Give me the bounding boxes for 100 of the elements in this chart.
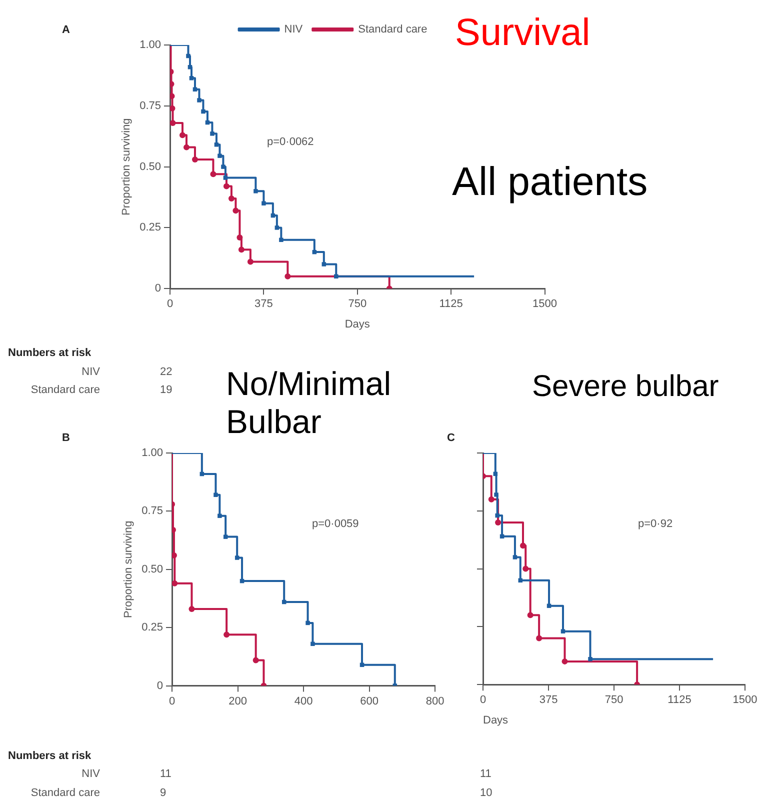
point xyxy=(210,132,214,136)
text: Standard care xyxy=(30,787,100,799)
point xyxy=(284,273,291,280)
text: NIV xyxy=(82,366,100,378)
point xyxy=(546,604,552,608)
x-tick-label: 1125 xyxy=(668,694,692,706)
annotation: p=0·0059 xyxy=(312,518,359,530)
point xyxy=(188,65,192,70)
text: Numbers at risk xyxy=(8,750,92,762)
point xyxy=(522,566,529,572)
text: Numbers at risk xyxy=(8,347,92,359)
point xyxy=(306,620,310,626)
point xyxy=(234,556,240,560)
point xyxy=(493,472,498,476)
point xyxy=(520,542,526,549)
x-tick-label: 200 xyxy=(228,695,247,708)
point xyxy=(223,534,228,539)
point xyxy=(172,580,178,586)
point xyxy=(170,105,176,112)
y-tick-label: 0 xyxy=(154,282,161,295)
y-tick-label: 0.50 xyxy=(140,160,161,173)
text: 11 xyxy=(160,768,172,780)
point xyxy=(495,513,500,518)
point xyxy=(588,657,592,662)
annotation: p=0·92 xyxy=(638,518,673,530)
y-axis-title: Proportion surviving xyxy=(122,520,135,618)
point xyxy=(214,142,219,147)
point xyxy=(334,274,338,279)
text: All patients xyxy=(452,160,649,205)
chart-title: Severe bulbar xyxy=(532,370,720,404)
text: NIV xyxy=(82,768,100,780)
point xyxy=(495,519,502,526)
point xyxy=(221,164,226,169)
point xyxy=(262,201,266,206)
point xyxy=(236,234,243,240)
point xyxy=(210,171,216,178)
text: 11 xyxy=(480,768,492,780)
point xyxy=(170,120,176,126)
point xyxy=(197,98,202,102)
point xyxy=(252,657,259,664)
point xyxy=(247,258,254,265)
point xyxy=(223,183,230,190)
point xyxy=(279,238,284,242)
point xyxy=(322,262,326,266)
point xyxy=(238,246,244,253)
text: Standard care xyxy=(30,384,100,396)
point xyxy=(228,195,234,202)
point xyxy=(310,642,315,646)
x-tick-label: 375 xyxy=(254,298,273,310)
point xyxy=(214,492,218,498)
y-tick-label: 0.75 xyxy=(142,505,163,518)
text: C xyxy=(447,432,455,444)
text: 10 xyxy=(480,787,492,799)
point xyxy=(527,612,534,618)
text: 22 xyxy=(160,366,172,378)
point xyxy=(192,156,198,162)
point xyxy=(172,552,177,558)
x-tick-label: 1500 xyxy=(532,298,558,310)
point xyxy=(536,635,542,642)
point xyxy=(189,76,194,80)
x-tick-label: 0 xyxy=(166,298,174,310)
x-tick-label: 0 xyxy=(168,695,176,708)
y-axis-title: Proportion surviving xyxy=(120,118,133,216)
point xyxy=(494,492,498,497)
legend-label: Standard care xyxy=(358,24,428,36)
chart-title: Survival xyxy=(455,12,592,56)
point xyxy=(192,87,198,92)
legend-label: NIV xyxy=(284,24,304,36)
x-tick-label: 375 xyxy=(539,694,558,706)
x-tick-label: 750 xyxy=(348,298,367,310)
point xyxy=(179,132,186,138)
point xyxy=(360,662,364,667)
annotation: p=0·0062 xyxy=(267,136,314,148)
point xyxy=(170,93,175,100)
point xyxy=(488,496,494,502)
x-tick-label: 0 xyxy=(480,694,486,706)
y-tick-label: 1.00 xyxy=(142,447,163,460)
point xyxy=(232,208,239,214)
point xyxy=(183,144,190,150)
chart-title: No/Minimal Bulbar xyxy=(226,365,392,441)
y-tick-label: 0 xyxy=(156,680,163,692)
point xyxy=(188,606,195,612)
point xyxy=(218,514,222,518)
x-tick-label: 1500 xyxy=(732,694,758,706)
y-tick-label: 1.00 xyxy=(140,39,161,52)
text: 9 xyxy=(160,787,166,799)
x-tick-label: 800 xyxy=(426,695,444,708)
y-tick-label: 0.25 xyxy=(140,222,161,234)
point xyxy=(512,555,518,560)
x-tick-label: 750 xyxy=(604,694,624,706)
text: B xyxy=(62,432,70,444)
point xyxy=(254,189,258,194)
point xyxy=(186,54,190,58)
point xyxy=(201,109,206,114)
x-tick-label: 400 xyxy=(294,695,313,708)
point xyxy=(274,226,280,230)
point xyxy=(562,658,568,664)
x-axis-title: Days xyxy=(483,714,509,726)
point xyxy=(224,632,230,638)
point xyxy=(218,154,222,158)
